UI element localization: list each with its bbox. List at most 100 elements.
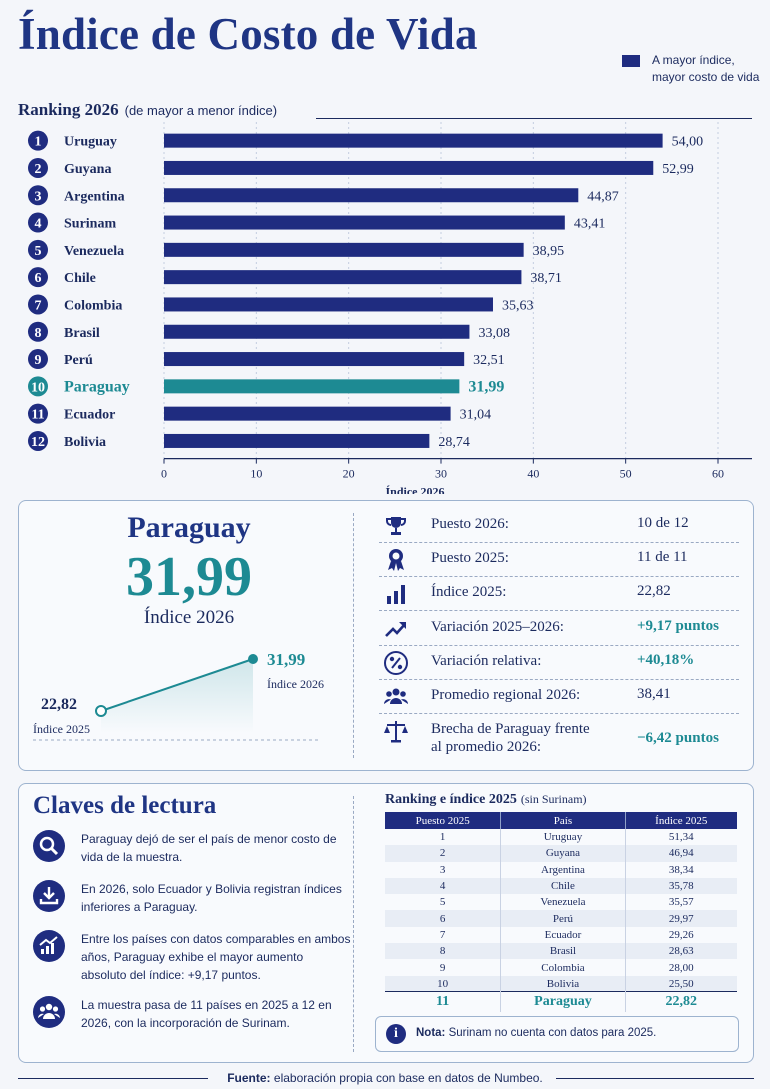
footer-text: elaboración propia con base en datos de … bbox=[273, 1071, 543, 1085]
rank-cell: 1 bbox=[385, 829, 502, 846]
legend-line-2: mayor costo de vida bbox=[652, 70, 760, 84]
page-title: Índice de Costo de Vida bbox=[18, 9, 478, 59]
ranking-divider bbox=[316, 118, 752, 119]
bar bbox=[164, 215, 565, 230]
table-header-row: Puesto 2025 País Índice 2025 bbox=[385, 812, 737, 829]
value-label: 52,99 bbox=[662, 162, 694, 177]
rank-number: 10 bbox=[31, 380, 45, 395]
x-tick-label: 50 bbox=[620, 467, 632, 481]
bar bbox=[164, 406, 451, 421]
index-cell: 28,00 bbox=[668, 961, 694, 974]
legend-swatch bbox=[622, 55, 640, 67]
panel-divider bbox=[353, 513, 354, 758]
download-icon bbox=[39, 887, 59, 905]
stat-row: Brecha de Paraguay frente al promedio 20… bbox=[379, 714, 739, 762]
x-tick-label: 40 bbox=[527, 467, 539, 481]
stat-label: Puesto 2026: bbox=[431, 516, 509, 532]
highlight-country: Paraguay bbox=[127, 511, 251, 544]
table-row: 9 Colombia 28,00 bbox=[385, 959, 737, 976]
paraguay-panel: Paraguay 31,99 Índice 2026 22,82 Índice … bbox=[18, 500, 754, 771]
bar bbox=[164, 160, 654, 175]
table-note: i Nota: Surinam no cuenta con datos para… bbox=[375, 1016, 739, 1052]
category-label: Guyana bbox=[64, 162, 111, 177]
stat-row: Índice 2025: 22,82 bbox=[379, 577, 739, 611]
rank-badge bbox=[28, 267, 48, 288]
mini-line bbox=[100, 658, 254, 712]
table-2025-heading: Ranking e índice 2025 (sin Surinam) bbox=[385, 792, 587, 808]
x-tick-label: 10 bbox=[250, 467, 262, 481]
table-row: 4 Chile 35,78 bbox=[385, 877, 737, 895]
category-label: Surinam bbox=[64, 217, 116, 232]
bar bbox=[164, 188, 579, 203]
stat-value: 38,41 bbox=[637, 686, 671, 702]
stat-label: Puesto 2025: bbox=[431, 550, 509, 566]
value-label: 31,99 bbox=[468, 378, 504, 395]
search-icon bbox=[39, 836, 59, 856]
medal-icon bbox=[388, 549, 404, 571]
country-cell: Perú bbox=[500, 910, 626, 927]
table-row: 1 Uruguay 51,34 bbox=[385, 829, 737, 846]
rank-cell: 4 bbox=[385, 877, 502, 895]
mini-point-2026 bbox=[248, 654, 258, 664]
rising-chart-icon bbox=[39, 936, 58, 954]
footer-line-right bbox=[556, 1078, 754, 1079]
table-row: 5 Venezuela 35,57 bbox=[385, 894, 737, 911]
highlight-value: 31,99 bbox=[126, 546, 252, 608]
value-label: 28,74 bbox=[438, 435, 470, 450]
highlight-label: Índice 2026 bbox=[143, 607, 235, 628]
category-label: Brasil bbox=[64, 326, 100, 341]
clave-text: Paraguay dejó de ser el país de menor co… bbox=[81, 832, 337, 864]
footer-line-left bbox=[18, 1078, 208, 1079]
index-cell: 35,78 bbox=[625, 877, 737, 895]
country-cell: Colombia bbox=[500, 959, 626, 976]
stat-row: Puesto 2025: 11 de 11 bbox=[379, 543, 739, 577]
index-cell: 29,26 bbox=[668, 928, 694, 941]
ranking-subtitle: (de mayor a menor índice) bbox=[124, 103, 278, 118]
category-label: Colombia bbox=[64, 298, 122, 313]
rank-cell: 5 bbox=[385, 894, 502, 911]
x-tick-label: 20 bbox=[343, 467, 355, 481]
col-header-country: País bbox=[500, 812, 626, 829]
rank-cell: 9 bbox=[385, 959, 502, 976]
country-cell: Guyana bbox=[500, 845, 626, 862]
index-cell: 28,63 bbox=[625, 943, 737, 960]
table-2025-title: Ranking e índice 2025 bbox=[385, 792, 517, 807]
rank-badge bbox=[28, 294, 48, 315]
mini-point-2025 bbox=[95, 705, 107, 717]
reading-keys-panel: Claves de lectura Paraguay dejó de ser e… bbox=[18, 783, 754, 1063]
rank-badge bbox=[28, 430, 48, 451]
rank-number: 5 bbox=[35, 244, 42, 259]
group-icon bbox=[38, 1003, 60, 1019]
stat-label: Índice 2025: bbox=[431, 584, 507, 600]
country-cell: Ecuador bbox=[500, 926, 626, 944]
stat-value: 10 de 12 bbox=[637, 515, 689, 531]
table-row: 8 Brasil 28,63 bbox=[385, 943, 737, 960]
index-cell: 29,97 bbox=[625, 910, 737, 927]
legend-line-1: A mayor índice, bbox=[652, 53, 735, 67]
rank-badge bbox=[28, 321, 48, 342]
table-row: 6 Perú 29,97 bbox=[385, 910, 737, 927]
mini-start-label: Índice 2025 bbox=[33, 722, 90, 736]
note-label: Nota: bbox=[416, 1027, 446, 1039]
rank-number: 9 bbox=[35, 353, 42, 368]
rank-number: 11 bbox=[31, 408, 44, 423]
x-tick-label: 30 bbox=[435, 467, 447, 481]
table-row: 3 Argentina 38,34 bbox=[385, 861, 737, 878]
col-header-index: Índice 2025 bbox=[625, 812, 737, 829]
rank-badge bbox=[28, 403, 48, 424]
value-label: 43,41 bbox=[574, 217, 606, 232]
scale-icon bbox=[384, 721, 408, 743]
country-cell: Uruguay bbox=[500, 829, 626, 846]
claves-title: Claves de lectura bbox=[33, 792, 217, 819]
rank-cell: 10 bbox=[385, 975, 502, 992]
bar bbox=[164, 324, 470, 339]
rank-cell: 3 bbox=[385, 861, 502, 878]
rank-number: 3 bbox=[35, 189, 42, 204]
source-footer: Fuente: elaboración propia con base en d… bbox=[0, 1071, 770, 1085]
country-cell: Brasil bbox=[500, 943, 626, 960]
clave-text: En 2026, solo Ecuador y Bolivia registra… bbox=[81, 882, 342, 914]
mini-end-value: 31,99 bbox=[267, 650, 305, 669]
stat-row: Promedio regional 2026: 38,41 bbox=[379, 680, 739, 714]
index-cell: 46,94 bbox=[625, 845, 737, 862]
clave-icon-circle bbox=[33, 880, 65, 912]
